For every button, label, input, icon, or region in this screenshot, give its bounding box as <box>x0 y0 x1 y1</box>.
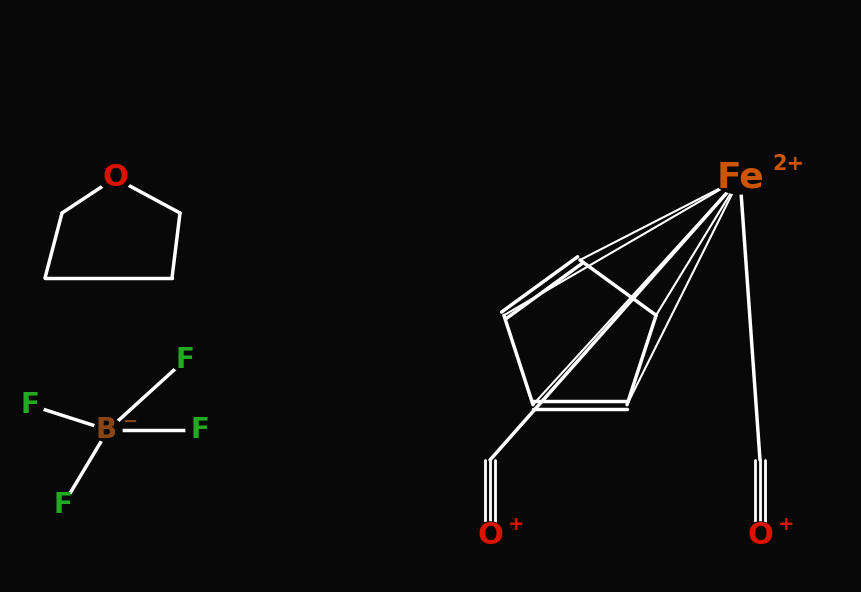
Text: F: F <box>53 491 72 519</box>
Ellipse shape <box>744 522 776 548</box>
Ellipse shape <box>94 418 122 442</box>
Text: O: O <box>747 520 773 549</box>
Text: 2+: 2+ <box>772 154 804 174</box>
Text: Fe: Fe <box>716 161 764 195</box>
Text: F: F <box>176 346 195 374</box>
Text: +: + <box>778 516 795 535</box>
Text: O: O <box>102 163 128 192</box>
Ellipse shape <box>186 418 214 442</box>
Text: B: B <box>96 416 116 444</box>
Ellipse shape <box>474 522 506 548</box>
Text: F: F <box>190 416 209 444</box>
Text: O: O <box>477 520 503 549</box>
Ellipse shape <box>49 493 77 517</box>
Text: +: + <box>508 516 524 535</box>
Ellipse shape <box>16 393 44 417</box>
Text: −: − <box>122 413 137 431</box>
Ellipse shape <box>171 348 199 372</box>
Ellipse shape <box>99 165 131 191</box>
Text: F: F <box>21 391 40 419</box>
Ellipse shape <box>714 162 766 194</box>
